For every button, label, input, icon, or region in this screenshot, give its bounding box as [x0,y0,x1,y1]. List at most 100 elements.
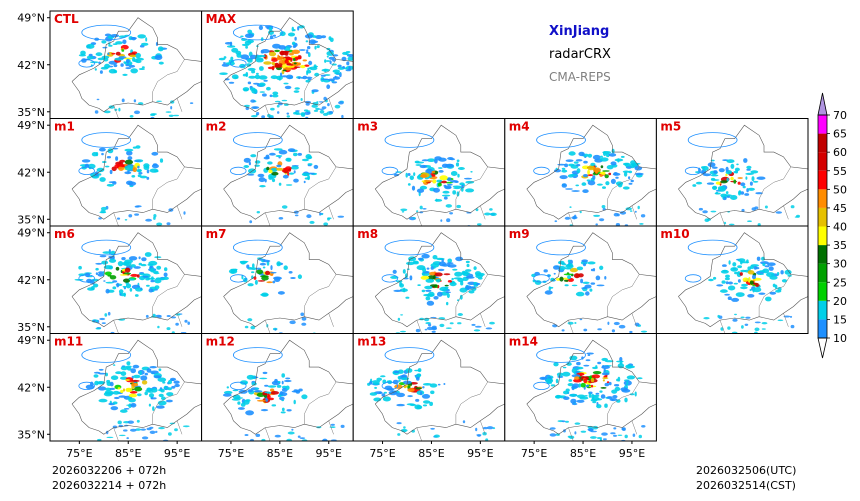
radar-echo-cell [113,64,118,68]
radar-echo-cell [283,265,288,271]
province-border [526,296,657,328]
radar-echo-cell [267,385,277,388]
radar-echo-cell [612,395,618,399]
radar-echo-cell [582,281,590,284]
lake-outline [533,166,550,176]
radar-echo-cell [628,176,631,180]
radar-echo-cell [715,181,721,185]
radar-echo-cell [629,210,633,212]
radar-echo-cell [269,26,273,32]
radar-echo-cell [268,115,274,118]
country-border [223,124,354,190]
radar-echo-cell [587,261,596,265]
radar-echo-cell [457,278,464,283]
radar-echo-cell [449,322,454,325]
radar-echo-cell [109,381,114,387]
radar-echo-cell [139,370,142,376]
radar-echo-cell [474,325,482,328]
radar-echo-cell [249,54,258,60]
radar-echo-cell [108,44,113,47]
radar-echo-cell [713,276,717,280]
province-border [264,320,271,334]
radar-echo-cell [701,166,706,169]
radar-echo-cell [550,277,555,282]
lake-outline [533,274,550,283]
colorbar-segment [818,115,827,134]
province-border [374,403,505,435]
radar-echo-cell [473,266,477,270]
radar-echo-cell [613,434,617,437]
lake-outline [687,239,738,256]
radar-echo-cell [740,316,745,319]
radar-echo-cell [112,390,120,395]
lake-outline [687,132,738,148]
radar-echo-cell [371,380,381,384]
radar-echo-cell [98,368,104,371]
radar-echo-cell [744,323,749,326]
radar-echo-cell [314,72,320,77]
radar-echo-cell [297,26,300,31]
radar-echo-cell [407,173,411,176]
radar-echo-cell [470,171,473,173]
province-border [152,166,185,210]
radar-echo-cell [730,176,734,181]
radar-echo-cell [604,174,609,179]
radar-echo-cell [475,208,479,212]
radar-echo-cell [580,278,584,284]
radar-echo-cell [105,165,110,168]
radar-echo-cell [157,46,164,52]
radar-echo-cell [141,66,145,69]
radar-echo-cell [270,75,278,80]
radar-echo-cell [571,216,578,220]
radar-echo-cell [490,212,497,216]
radar-echo-cell [604,403,608,408]
radar-echo-cell [272,280,276,284]
radar-echo-cell [98,61,101,65]
province-border [176,420,183,435]
radar-echo-cell [737,258,746,263]
radar-echo-cell [286,74,294,80]
radar-echo-cell [718,168,725,173]
radar-echo-cell [281,205,288,209]
colorbar-tick-label: 35 [833,239,847,252]
radar-echo-cell [405,296,410,299]
radar-echo-cell [561,329,565,332]
radar-echo-cell [446,218,451,223]
radar-echo-cell [722,264,727,267]
radar-echo-cell [115,371,123,375]
radar-echo-cell [623,171,628,177]
radar-echo-cell [141,42,149,46]
radar-echo-cell [725,191,729,195]
radar-echo-cell [599,265,604,270]
radar-echo-cell [255,57,264,61]
radar-echo-cell [102,161,107,163]
radar-echo-cell [258,177,266,183]
radar-echo-cell [596,404,602,409]
radar-echo-cell [146,176,150,180]
radar-echo-cell [157,400,167,406]
radar-echo-cell [723,221,727,225]
radar-echo-cell [447,183,453,186]
radar-echo-cell [130,68,138,74]
radar-echo-cell [398,379,401,382]
radar-echo-cell [760,261,769,265]
panel-label: MAX [206,12,237,26]
radar-echo-cell [126,361,131,366]
lake-outline [384,132,435,148]
colorbar-tick-label: 45 [833,202,847,215]
radar-echo-cell [726,159,735,164]
radar-echo-cell [124,267,131,273]
radar-echo-cell [167,387,173,391]
radar-echo-cell [101,260,109,265]
colorbar-segment [818,319,827,338]
radar-echo-cell [240,380,248,385]
radar-echo-cell [320,74,326,77]
radar-echo-cell [274,100,281,103]
radar-echo-cell [624,434,628,439]
radar-echo-cell [725,166,729,172]
radar-echo-cell [725,274,730,278]
radar-echo-cell [270,265,273,271]
radar-echo-cell [610,432,616,435]
radar-echo-cell [307,175,310,181]
radar-echo-cell [282,50,291,53]
